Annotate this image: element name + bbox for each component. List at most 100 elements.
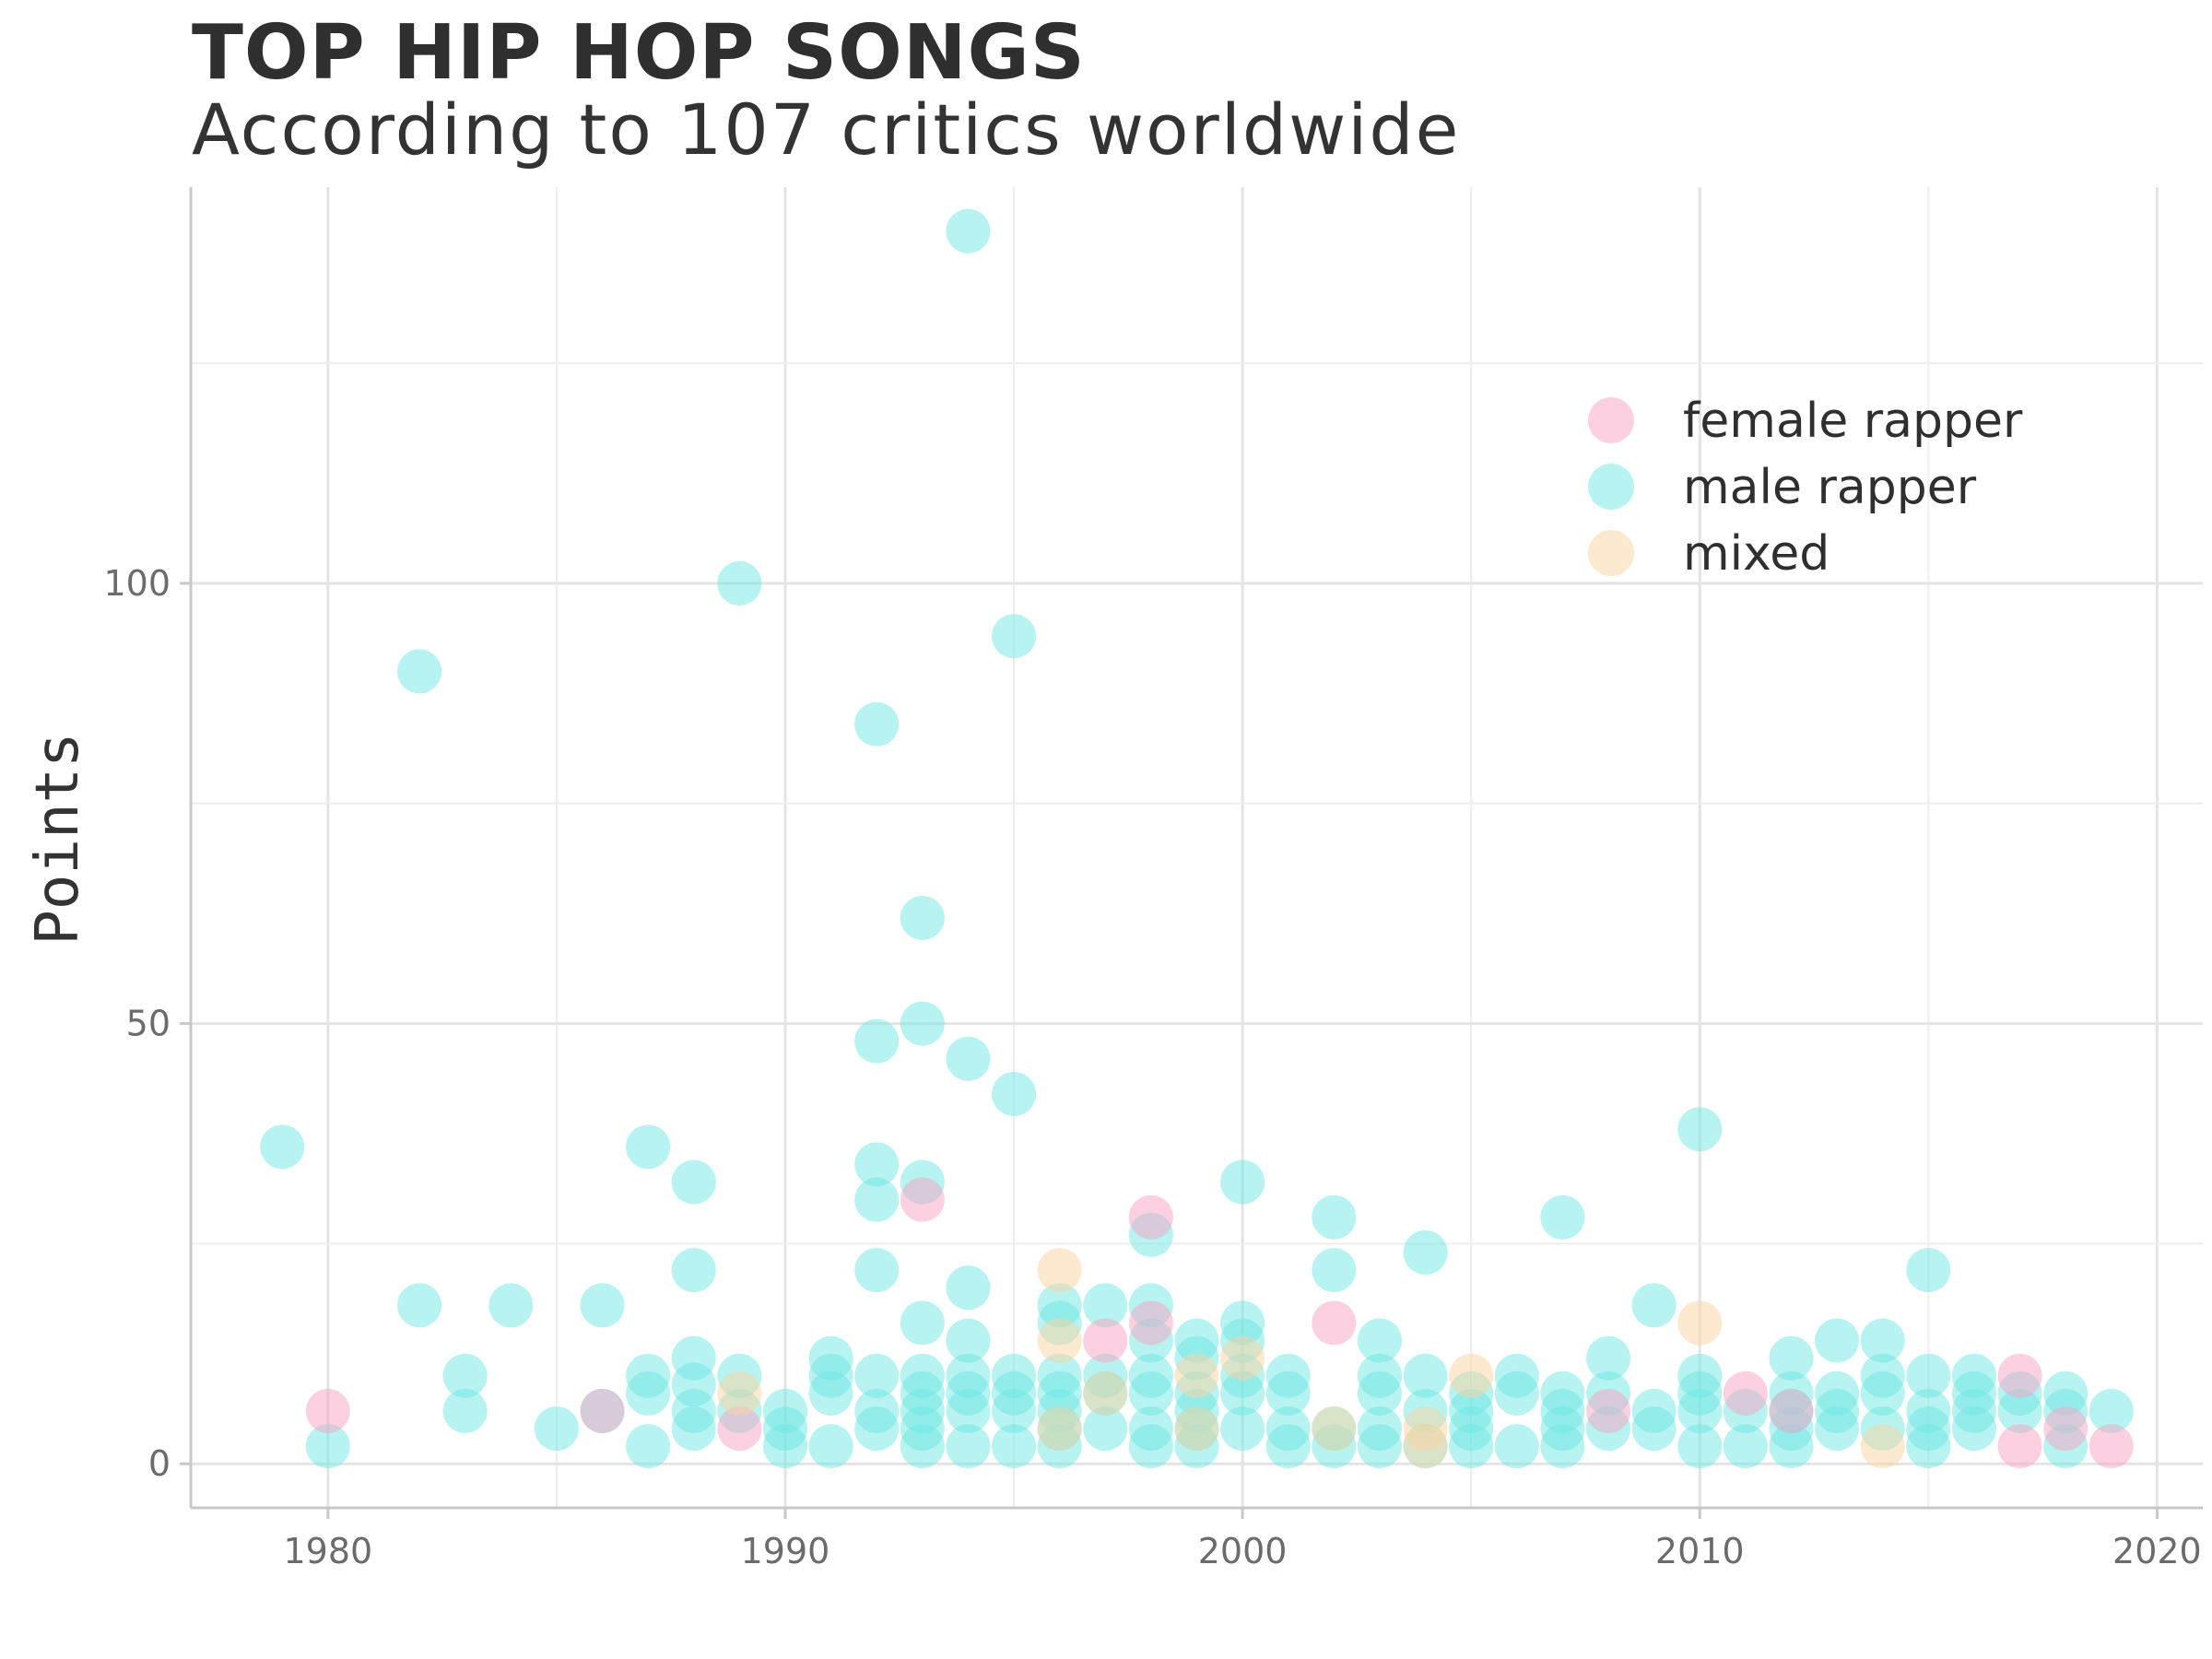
data-point-male-rapper bbox=[762, 1424, 807, 1469]
data-point-female-rapper bbox=[1312, 1300, 1357, 1346]
data-point-mixed bbox=[1174, 1406, 1219, 1452]
data-point-male-rapper bbox=[1815, 1406, 1860, 1452]
legend-key-female-rapper bbox=[1588, 397, 1634, 443]
data-point-mixed bbox=[1677, 1300, 1723, 1346]
data-point-male-rapper bbox=[900, 895, 945, 940]
data-point-male-rapper bbox=[1906, 1424, 1951, 1469]
data-point-male-rapper bbox=[1906, 1248, 1951, 1293]
data-point-male-rapper bbox=[1860, 1318, 1905, 1363]
data-point-mixed bbox=[1312, 1406, 1357, 1452]
data-point-male-rapper bbox=[1494, 1371, 1539, 1416]
data-point-male-rapper bbox=[1677, 1424, 1723, 1469]
x-tick-label: 2020 bbox=[2112, 1531, 2202, 1571]
data-point-male-rapper bbox=[626, 1424, 671, 1469]
data-point-male-rapper bbox=[1677, 1388, 1723, 1433]
data-point-male-rapper bbox=[1449, 1424, 1494, 1469]
data-point-female-rapper bbox=[1997, 1353, 2042, 1398]
data-point-male-rapper bbox=[1265, 1424, 1311, 1469]
axes bbox=[180, 187, 2203, 1519]
data-point-male-rapper bbox=[854, 1406, 900, 1452]
data-point-male-rapper bbox=[1997, 1388, 2042, 1433]
data-point-male-rapper bbox=[992, 614, 1037, 659]
data-point-male-rapper bbox=[442, 1353, 488, 1398]
y-axis-label: Points bbox=[24, 732, 92, 945]
data-point-male-rapper bbox=[1951, 1406, 1996, 1452]
data-point-male-rapper bbox=[626, 1371, 671, 1416]
data-point-male-rapper bbox=[1540, 1424, 1585, 1469]
data-point-male-rapper bbox=[717, 560, 762, 606]
data-point-female-rapper bbox=[900, 1177, 945, 1222]
y-tick-label: 100 bbox=[103, 563, 171, 604]
data-point-male-rapper bbox=[397, 649, 442, 694]
data-point-female-rapper bbox=[1997, 1424, 2042, 1469]
data-point-male-rapper bbox=[1631, 1283, 1677, 1328]
data-point-male-rapper bbox=[1815, 1318, 1860, 1363]
data-point-male-rapper bbox=[488, 1283, 534, 1328]
data-point-male-rapper bbox=[946, 208, 991, 253]
data-point-male-rapper bbox=[946, 1388, 991, 1433]
legend: female rapper male rapper mixed bbox=[1588, 394, 2023, 582]
data-point-mixed bbox=[1083, 1371, 1128, 1416]
data-point-male-rapper bbox=[900, 1424, 945, 1469]
data-point-female-rapper bbox=[1769, 1388, 1814, 1433]
data-point-male-rapper bbox=[946, 1318, 991, 1363]
x-tick-label: 2010 bbox=[1655, 1531, 1745, 1571]
data-point-male-rapper bbox=[1723, 1424, 1768, 1469]
legend-label: male rapper bbox=[1683, 460, 1977, 515]
data-point-female-rapper bbox=[1723, 1371, 1768, 1416]
data-point-male-rapper bbox=[854, 1177, 900, 1222]
data-point-male-rapper bbox=[854, 1142, 900, 1187]
y-tick-label: 50 bbox=[126, 1004, 171, 1044]
x-tick-label: 1990 bbox=[741, 1531, 830, 1571]
tick-labels: 1980 1990 2000 2010 2020 0 50 100 bbox=[103, 563, 2201, 1571]
data-point-male-rapper bbox=[442, 1388, 488, 1433]
data-point-male-rapper bbox=[1769, 1335, 1814, 1381]
data-point-female-rapper bbox=[2043, 1406, 2088, 1452]
data-point-male-rapper bbox=[671, 1159, 716, 1205]
legend-key-male-rapper bbox=[1588, 464, 1634, 510]
data-point-male-rapper bbox=[1220, 1371, 1265, 1416]
data-point-male-rapper bbox=[808, 1424, 853, 1469]
data-point-male-rapper bbox=[900, 1300, 945, 1346]
data-point-mixed bbox=[1403, 1424, 1448, 1469]
data-point-male-rapper bbox=[946, 1265, 991, 1311]
data-point-male-rapper bbox=[1906, 1353, 1951, 1398]
data-point-male-rapper bbox=[1312, 1248, 1357, 1293]
data-point-male-rapper bbox=[1357, 1424, 1402, 1469]
data-point-female-rapper bbox=[1128, 1194, 1173, 1240]
data-point-male-rapper bbox=[992, 1388, 1037, 1433]
legend-label: mixed bbox=[1683, 526, 1830, 582]
data-point-female-rapper bbox=[1083, 1318, 1128, 1363]
data-point-male-rapper bbox=[992, 1071, 1037, 1116]
data-point-mixed bbox=[1037, 1248, 1082, 1293]
data-point-male-rapper bbox=[946, 1424, 991, 1469]
data-point-female-rapper bbox=[580, 1388, 625, 1433]
data-point-male-rapper bbox=[992, 1424, 1037, 1469]
data-point-male-rapper bbox=[854, 1353, 900, 1398]
data-point-mixed bbox=[717, 1371, 762, 1416]
data-point-mixed bbox=[1449, 1353, 1494, 1398]
data-point-female-rapper bbox=[717, 1406, 762, 1452]
chart-subtitle: According to 107 critics worldwide bbox=[192, 88, 1461, 171]
data-point-mixed bbox=[1220, 1335, 1265, 1381]
data-point-male-rapper bbox=[1357, 1371, 1402, 1416]
data-point-mixed bbox=[1174, 1353, 1219, 1398]
data-point-male-rapper bbox=[2088, 1388, 2134, 1433]
x-tick-label: 1980 bbox=[283, 1531, 372, 1571]
data-point-female-rapper bbox=[1586, 1388, 1631, 1433]
data-point-male-rapper bbox=[1677, 1107, 1723, 1152]
data-point-male-rapper bbox=[1769, 1424, 1814, 1469]
data-point-male-rapper bbox=[1265, 1371, 1311, 1416]
data-point-male-rapper bbox=[1631, 1406, 1677, 1452]
data-point-male-rapper bbox=[1220, 1159, 1265, 1205]
data-point-male-rapper bbox=[1494, 1424, 1539, 1469]
data-point-female-rapper bbox=[2088, 1424, 2134, 1469]
data-point-male-rapper bbox=[854, 701, 900, 747]
data-point-mixed bbox=[1860, 1424, 1905, 1469]
data-point-male-rapper bbox=[1083, 1283, 1128, 1328]
chart-title: TOP HIP HOP SONGS bbox=[192, 9, 1086, 97]
data-point-female-rapper bbox=[305, 1388, 350, 1433]
data-point-male-rapper bbox=[854, 1018, 900, 1064]
data-point-male-rapper bbox=[1403, 1353, 1448, 1398]
